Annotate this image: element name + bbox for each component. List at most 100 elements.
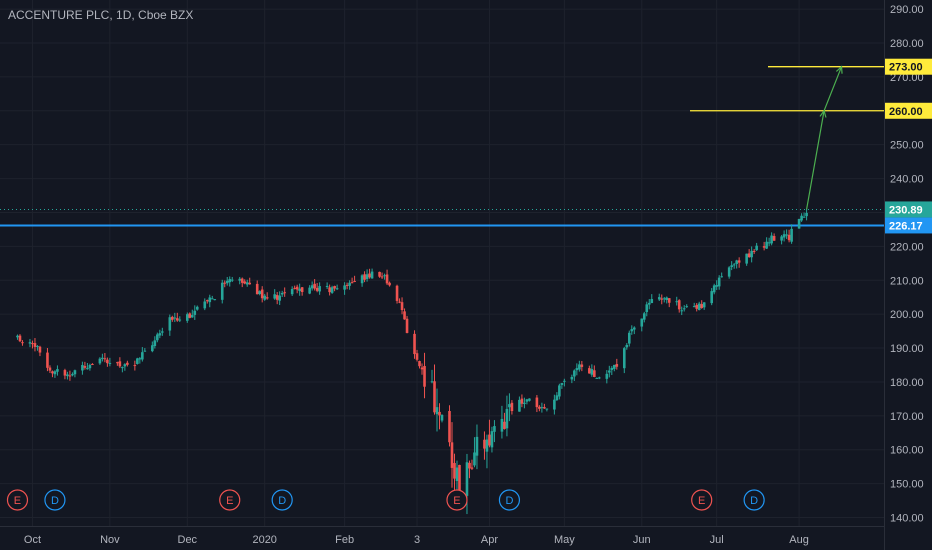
candle-body [730,265,733,268]
price-label-bg [885,58,932,75]
candle-body [675,301,679,303]
candle-body [540,407,544,409]
candle-body [328,287,331,293]
time-tick-label: Oct [24,534,41,546]
candle-body [383,275,386,277]
price-tick-label: 190.00 [890,343,924,355]
candle-body [470,467,474,469]
candle-body [630,329,634,332]
candle-body [121,367,124,369]
event-marker-label: E [226,495,233,507]
candle-body [560,383,564,385]
candle-body [578,364,581,370]
candle-body [156,334,159,341]
last-price-label-bg [885,201,932,218]
candle-body [403,311,406,320]
candle-body [275,295,279,300]
candle-body [16,335,19,338]
price-tick-label: 140.00 [890,513,924,525]
candle-body [161,331,164,333]
candle-body [388,282,391,286]
candle-body [435,407,439,415]
candle-body [448,411,451,443]
candle-body [767,242,771,244]
candle-body [508,404,511,408]
candle-body [805,212,808,217]
candle-body [747,253,751,258]
candle-body [695,304,699,309]
earnings-event-marker [219,489,241,511]
candle-body [81,364,84,371]
time-tick-label: Apr [481,534,498,546]
event-marker-label: E [14,495,21,507]
candle-body [213,299,217,301]
earnings-event-marker [446,489,468,511]
grid [0,0,884,526]
candle-body [28,342,32,344]
candle-body [593,370,596,377]
candle-body [453,463,456,479]
candle-body [503,421,506,429]
candle-body [625,344,629,348]
dividend-event-marker [498,489,521,511]
candle-body [368,273,371,278]
candle-body [590,369,594,375]
candle-body [350,282,354,284]
candle-body [153,340,157,346]
candle-body [243,281,247,284]
projection-arrowhead [819,109,827,118]
candle-body [745,253,748,264]
price-label: 226.17 [889,220,923,232]
candle-body [315,287,319,291]
candle-body [580,364,584,367]
price-tick-label: 200.00 [890,309,924,321]
candle-body [18,335,22,342]
candle-body [151,345,154,352]
candle-body [642,313,646,320]
candle-body [273,294,276,299]
price-tick-label: 280.00 [890,38,924,50]
candle-body [385,274,389,284]
candle-body [378,271,381,277]
candle-body [685,306,689,308]
candle-body [605,373,609,379]
candle-body [240,278,244,283]
candle-body [438,411,441,416]
price-tick-label: 160.00 [890,445,924,457]
candle-body [21,342,24,344]
candle-body [188,313,192,318]
candle-body [595,377,599,379]
time-tick-label: 2020 [252,534,276,546]
candle-body [727,267,731,277]
candle-body [363,274,366,280]
candle-body [647,302,651,305]
price-axis-bg [884,0,932,550]
candle-body [63,370,67,376]
candle-body [333,285,336,289]
candle-body [528,398,531,401]
candle-body [205,300,209,302]
candle-body [610,367,614,370]
candle-body [667,298,671,303]
price-tick-label: 220.00 [890,241,924,253]
candle-body [732,264,736,266]
candle-body [290,288,294,295]
candle-body [203,301,207,309]
price-tick-label: 170.00 [890,411,924,423]
candle-body [260,289,264,299]
candle-body [627,332,631,344]
candle-body [702,302,706,308]
candle-body [555,395,559,401]
candle-body [450,442,454,468]
candle-body [782,234,786,238]
candle-body [51,371,54,374]
candle-body [645,304,649,313]
candle-body [53,371,57,375]
earnings-event-marker [691,489,713,511]
last-price-label: 230.89 [889,204,923,216]
candle-body [295,286,299,290]
